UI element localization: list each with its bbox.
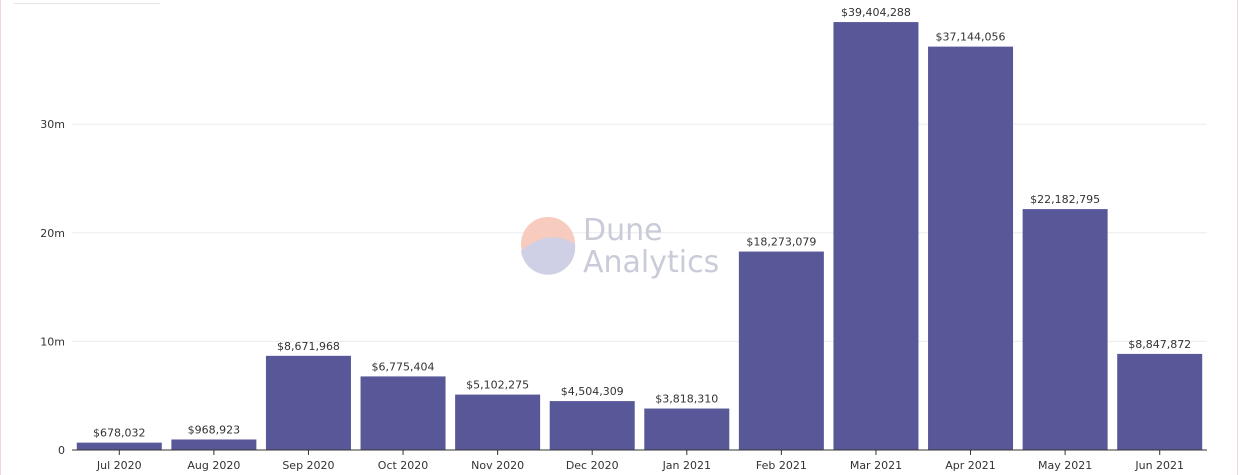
x-tick-label: Jul 2020 [96,459,142,472]
data-label: $5,102,275 [466,379,529,392]
y-tick-label: 30m [40,118,65,131]
data-label: $8,847,872 [1128,338,1191,351]
bar-mar-2021[interactable] [833,22,919,451]
data-label: $6,775,404 [372,360,435,373]
bar-oct-2020[interactable] [360,376,446,450]
data-label: $18,273,079 [746,236,816,249]
x-tick-label: Dec 2020 [566,459,619,472]
dune-logo-icon [521,217,576,275]
data-label: $4,504,309 [561,385,624,398]
bars [76,22,1203,451]
data-label: $22,182,795 [1030,193,1100,206]
bar-dec-2020[interactable] [549,401,635,450]
x-tick-label: Aug 2020 [187,459,240,472]
bar-feb-2021[interactable] [738,251,824,450]
bar-jul-2020[interactable] [76,442,162,450]
bar-nov-2020[interactable] [455,394,541,450]
bar-jan-2021[interactable] [644,408,730,450]
bar-aug-2020[interactable] [171,439,257,450]
x-tick-label: May 2021 [1038,459,1092,472]
y-tick-label: 20m [40,227,65,240]
y-axis-ticks: 0 10m 20m 30m [40,118,65,457]
bar-sep-2020[interactable] [265,355,351,450]
bar-apr-2021[interactable] [928,46,1014,451]
y-tick-label: 0 [58,444,65,457]
dune-analytics-watermark: Dune Analytics [521,213,719,280]
watermark-line2: Analytics [583,245,719,280]
x-tick-label: Apr 2021 [945,459,996,472]
x-tick-label: Sep 2020 [282,459,334,472]
data-label: $968,923 [188,423,241,436]
data-labels: $678,032 $968,923 $8,671,968 $6,775,404 $5,1… [93,6,1191,440]
data-label: $3,818,310 [655,393,718,406]
data-label: $37,144,056 [936,31,1006,44]
x-tick-label: Feb 2021 [756,459,807,472]
data-label: $678,032 [93,427,146,440]
data-label: $39,404,288 [841,6,911,19]
x-tick-label: Jan 2021 [662,459,711,472]
x-tick-label: Jun 2021 [1134,459,1184,472]
watermark-line1: Dune [583,213,663,248]
x-tick-label: Nov 2020 [471,459,524,472]
x-axis-ticks: Jul 2020 Aug 2020 Sep 2020 Oct 2020 Nov 2020… [96,450,1184,472]
data-label: $8,671,968 [277,340,340,353]
bar-may-2021[interactable] [1022,209,1108,450]
x-tick-label: Mar 2021 [850,459,902,472]
grid-lines [72,123,1207,342]
top-tab-edge [14,0,160,4]
x-tick-label: Oct 2020 [378,459,429,472]
y-tick-label: 10m [40,335,65,348]
bar-jun-2021[interactable] [1117,353,1203,450]
